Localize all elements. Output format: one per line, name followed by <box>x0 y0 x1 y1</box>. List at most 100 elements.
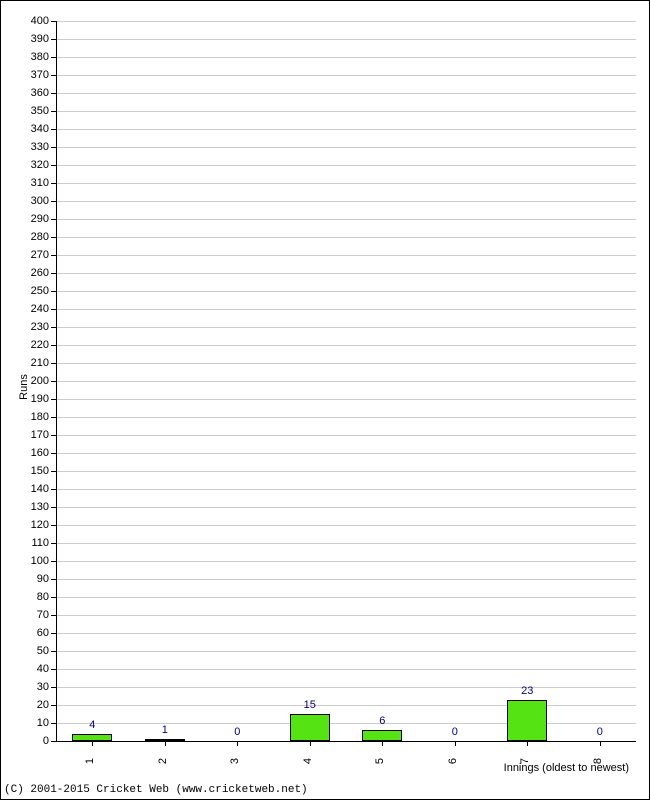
y-tick-label: 30 <box>9 681 49 693</box>
y-axis-title: Runs <box>18 374 30 400</box>
y-tick-label: 140 <box>9 483 49 495</box>
y-tick-label: 260 <box>9 267 49 279</box>
copyright-footer: (C) 2001-2015 Cricket Web (www.cricketwe… <box>4 784 308 796</box>
plot-area: 4 1 0 15 6 0 23 0 <box>56 21 636 741</box>
bar-value-label: 15 <box>304 699 316 711</box>
bar-value-label: 0 <box>452 726 458 738</box>
gridline <box>56 381 636 382</box>
y-tick-label: 360 <box>9 87 49 99</box>
y-tick-label: 230 <box>9 321 49 333</box>
x-tick-label: 5 <box>374 758 386 764</box>
gridline <box>56 489 636 490</box>
gridline <box>56 705 636 706</box>
gridline <box>56 129 636 130</box>
bar-value-label: 0 <box>234 726 240 738</box>
gridline <box>56 471 636 472</box>
gridline <box>56 111 636 112</box>
bar <box>72 734 112 741</box>
y-tick-label: 220 <box>9 339 49 351</box>
gridline <box>56 525 636 526</box>
y-tick-label: 340 <box>9 123 49 135</box>
gridline <box>56 201 636 202</box>
y-tick-label: 150 <box>9 465 49 477</box>
gridline <box>56 669 636 670</box>
y-tick-label: 250 <box>9 285 49 297</box>
gridline <box>56 147 636 148</box>
gridline <box>56 75 636 76</box>
gridline <box>56 345 636 346</box>
y-tick-label: 0 <box>9 735 49 747</box>
y-tick-label: 70 <box>9 609 49 621</box>
gridline <box>56 273 636 274</box>
y-tick-label: 20 <box>9 699 49 711</box>
y-tick-label: 380 <box>9 51 49 63</box>
y-tick-label: 350 <box>9 105 49 117</box>
gridline <box>56 39 636 40</box>
y-tick-label: 50 <box>9 645 49 657</box>
bar <box>362 730 402 741</box>
x-axis-line <box>56 741 636 742</box>
bar-value-label: 4 <box>89 719 95 731</box>
gridline <box>56 507 636 508</box>
y-tick-label: 210 <box>9 357 49 369</box>
gridline <box>56 687 636 688</box>
gridline <box>56 363 636 364</box>
x-tick-label: 6 <box>447 758 459 764</box>
y-tick-label: 120 <box>9 519 49 531</box>
bar <box>507 700 547 741</box>
gridline <box>56 57 636 58</box>
x-axis-title: Innings (oldest to newest) <box>504 762 629 774</box>
gridline <box>56 615 636 616</box>
gridline <box>56 237 636 238</box>
bar-value-label: 0 <box>597 726 603 738</box>
bar <box>290 714 330 741</box>
x-tick-label: 3 <box>229 758 241 764</box>
gridline <box>56 309 636 310</box>
y-tick-label: 100 <box>9 555 49 567</box>
y-tick-label: 60 <box>9 627 49 639</box>
y-tick-label: 270 <box>9 249 49 261</box>
y-tick-label: 90 <box>9 573 49 585</box>
bar-value-label: 6 <box>379 715 385 727</box>
gridline <box>56 93 636 94</box>
gridline <box>56 435 636 436</box>
y-tick-label: 80 <box>9 591 49 603</box>
y-tick-label: 110 <box>9 537 49 549</box>
bar-value-label: 1 <box>162 724 168 736</box>
gridline <box>56 651 636 652</box>
y-tick-label: 300 <box>9 195 49 207</box>
y-tick-label: 240 <box>9 303 49 315</box>
gridline <box>56 291 636 292</box>
x-tick-label: 2 <box>157 758 169 764</box>
gridline <box>56 543 636 544</box>
y-tick-label: 170 <box>9 429 49 441</box>
gridline <box>56 255 636 256</box>
gridline <box>56 183 636 184</box>
gridline <box>56 633 636 634</box>
y-tick-label: 290 <box>9 213 49 225</box>
y-tick-label: 330 <box>9 141 49 153</box>
y-tick-label: 130 <box>9 501 49 513</box>
y-tick-label: 160 <box>9 447 49 459</box>
gridline <box>56 219 636 220</box>
gridline <box>56 399 636 400</box>
y-tick-label: 320 <box>9 159 49 171</box>
y-tick-label: 180 <box>9 411 49 423</box>
gridline <box>56 165 636 166</box>
x-tick-label: 4 <box>302 758 314 764</box>
y-tick-label: 400 <box>9 15 49 27</box>
y-tick-label: 310 <box>9 177 49 189</box>
gridline <box>56 561 636 562</box>
y-tick-label: 390 <box>9 33 49 45</box>
y-axis-line <box>56 21 57 741</box>
bar-value-label: 23 <box>521 685 533 697</box>
y-tick-label: 40 <box>9 663 49 675</box>
gridline <box>56 417 636 418</box>
gridline <box>56 453 636 454</box>
chart-container: 4101560230 01020304050607080901001101201… <box>0 0 650 800</box>
y-tick-label: 370 <box>9 69 49 81</box>
gridline <box>56 21 636 22</box>
gridline <box>56 597 636 598</box>
gridline <box>56 327 636 328</box>
gridline <box>56 723 636 724</box>
